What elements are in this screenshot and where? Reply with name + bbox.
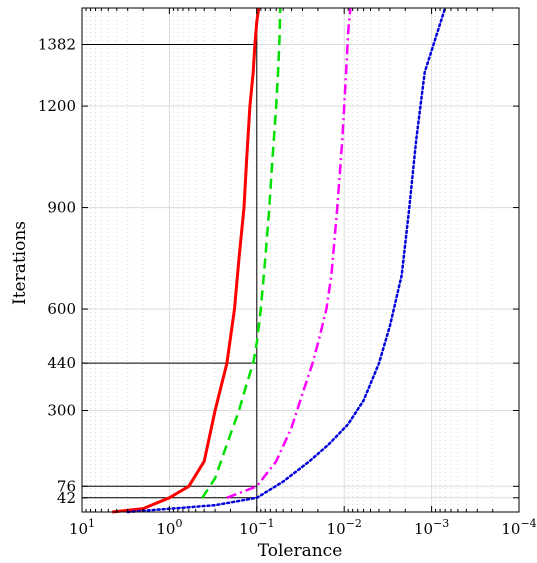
series-line-1 — [112, 7, 261, 514]
y-tick-label: 42 — [57, 489, 76, 507]
x-tick-label: 101 — [69, 517, 95, 538]
series-layer — [112, 6, 447, 514]
x-tick-label: 10−3 — [414, 517, 449, 538]
x-axis-label: Tolerance — [258, 541, 343, 561]
x-tick-label: 10−2 — [327, 517, 362, 538]
x-tick-label: 100 — [156, 517, 182, 538]
grid — [81, 8, 520, 512]
x-tick-label: 10−1 — [239, 517, 274, 538]
y-tick-label: 600 — [47, 300, 76, 318]
y-tick-label: 76 — [57, 477, 76, 495]
y-axis-label: Iterations — [10, 221, 30, 305]
y-tick-label: 440 — [47, 354, 76, 372]
plot-frame — [81, 7, 520, 513]
series-line-2 — [201, 7, 282, 499]
x-tick-label: 10−4 — [501, 517, 536, 538]
y-tick-label: 1382 — [38, 36, 76, 54]
series-line-3 — [226, 7, 352, 499]
y-tick-label: 300 — [47, 402, 76, 420]
y-tick-label: 900 — [47, 199, 76, 217]
y-tick-label: 1200 — [38, 97, 76, 115]
series-line-4 — [126, 6, 447, 514]
